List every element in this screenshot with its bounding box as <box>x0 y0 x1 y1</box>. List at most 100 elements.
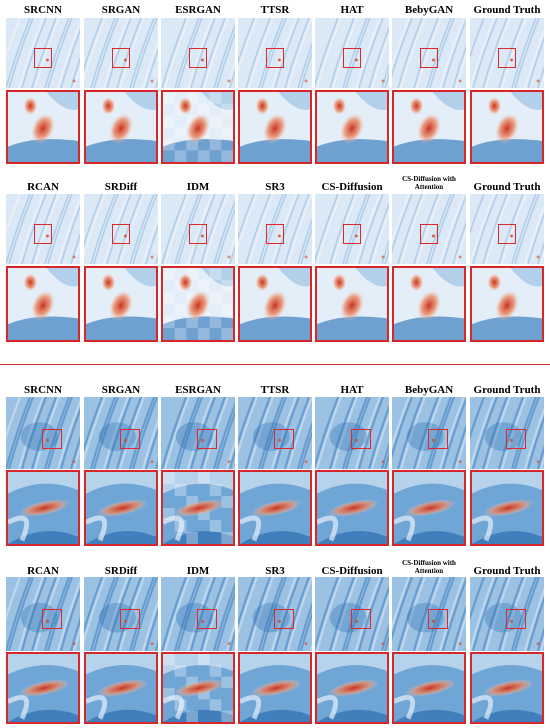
method-label: SRDiff <box>104 565 138 577</box>
zoomed-patch <box>6 90 80 164</box>
zoomed-patch <box>392 90 466 164</box>
result-thumbnail <box>315 194 389 264</box>
method-label: SRCNN <box>24 384 62 396</box>
roi-box <box>343 48 361 68</box>
roi-box <box>34 48 52 68</box>
roi-box <box>189 48 207 68</box>
roi-box <box>428 609 448 629</box>
roi-box <box>420 224 438 244</box>
roi-box <box>343 224 361 244</box>
result-thumbnail <box>84 397 158 469</box>
method-label: SRCNN <box>24 4 62 16</box>
method-label: Ground Truth <box>473 181 541 193</box>
zoomed-patch <box>315 266 389 342</box>
method-label: SRDiff <box>104 181 138 193</box>
result-thumbnail <box>392 194 466 264</box>
zoomed-patch <box>392 470 466 546</box>
result-thumbnail <box>161 577 235 651</box>
roi-box <box>112 48 130 68</box>
zoomed-patch <box>161 470 235 546</box>
roi-box <box>197 609 217 629</box>
roi-box <box>351 429 371 449</box>
zoomed-patch <box>470 652 544 724</box>
result-thumbnail <box>470 194 544 264</box>
roi-box <box>420 48 438 68</box>
zoomed-patch <box>315 652 389 724</box>
zoomed-patch <box>315 90 389 164</box>
roi-box <box>498 48 516 68</box>
zoomed-patch <box>161 652 235 724</box>
zoomed-patch <box>161 90 235 164</box>
roi-box <box>498 224 516 244</box>
result-thumbnail <box>84 577 158 651</box>
roi-box <box>120 609 140 629</box>
method-label: ESRGAN <box>175 4 221 16</box>
zoomed-patch <box>161 266 235 342</box>
method-label: RCAN <box>27 181 59 193</box>
roi-box <box>34 224 52 244</box>
zoomed-patch <box>84 652 158 724</box>
method-label: SR3 <box>265 565 285 577</box>
zoomed-patch <box>392 266 466 342</box>
method-label: CS-Diffusion <box>321 181 383 193</box>
zoomed-patch <box>6 470 80 546</box>
roi-box <box>506 429 526 449</box>
result-thumbnail <box>392 577 466 651</box>
method-label: CS-Diffusion with Attention <box>402 559 456 575</box>
method-label: HAT <box>340 384 364 396</box>
zoomed-patch <box>470 90 544 164</box>
result-thumbnail <box>238 577 312 651</box>
zoomed-patch <box>238 652 312 724</box>
roi-box <box>266 224 284 244</box>
result-thumbnail <box>6 194 80 264</box>
method-label: CS-Diffusion with Attention <box>402 175 456 191</box>
result-thumbnail <box>238 18 312 88</box>
method-label: IDM <box>186 181 210 193</box>
roi-box <box>428 429 448 449</box>
result-thumbnail <box>315 397 389 469</box>
method-label: SRGAN <box>101 384 141 396</box>
result-thumbnail <box>392 18 466 88</box>
zoomed-patch <box>470 266 544 342</box>
method-label: RCAN <box>27 565 59 577</box>
roi-box <box>197 429 217 449</box>
result-thumbnail <box>238 397 312 469</box>
roi-box <box>274 429 294 449</box>
result-thumbnail <box>470 397 544 469</box>
roi-box <box>112 224 130 244</box>
zoomed-patch <box>392 652 466 724</box>
roi-box <box>266 48 284 68</box>
result-thumbnail <box>238 194 312 264</box>
method-label: SR3 <box>265 181 285 193</box>
section-divider <box>0 364 550 365</box>
method-label: SRGAN <box>101 4 141 16</box>
zoomed-patch <box>84 266 158 342</box>
method-label: BebyGAN <box>404 384 454 396</box>
zoomed-patch <box>84 90 158 164</box>
zoomed-patch <box>315 470 389 546</box>
method-label: BebyGAN <box>404 4 454 16</box>
method-label: Ground Truth <box>473 565 541 577</box>
roi-box <box>274 609 294 629</box>
result-thumbnail <box>6 577 80 651</box>
method-label: ESRGAN <box>175 384 221 396</box>
zoomed-patch <box>84 470 158 546</box>
roi-box <box>42 609 62 629</box>
roi-box <box>351 609 371 629</box>
result-thumbnail <box>315 18 389 88</box>
zoomed-patch <box>238 266 312 342</box>
method-label: Ground Truth <box>473 4 541 16</box>
method-label: HAT <box>340 4 364 16</box>
result-thumbnail <box>161 18 235 88</box>
method-label: CS-Diffusion <box>321 565 383 577</box>
roi-box <box>506 609 526 629</box>
zoomed-patch <box>470 470 544 546</box>
result-thumbnail <box>392 397 466 469</box>
method-label: Ground Truth <box>473 384 541 396</box>
result-thumbnail <box>84 18 158 88</box>
result-thumbnail <box>470 18 544 88</box>
roi-box <box>189 224 207 244</box>
roi-box <box>42 429 62 449</box>
zoomed-patch <box>238 90 312 164</box>
method-label: TTSR <box>260 4 290 16</box>
